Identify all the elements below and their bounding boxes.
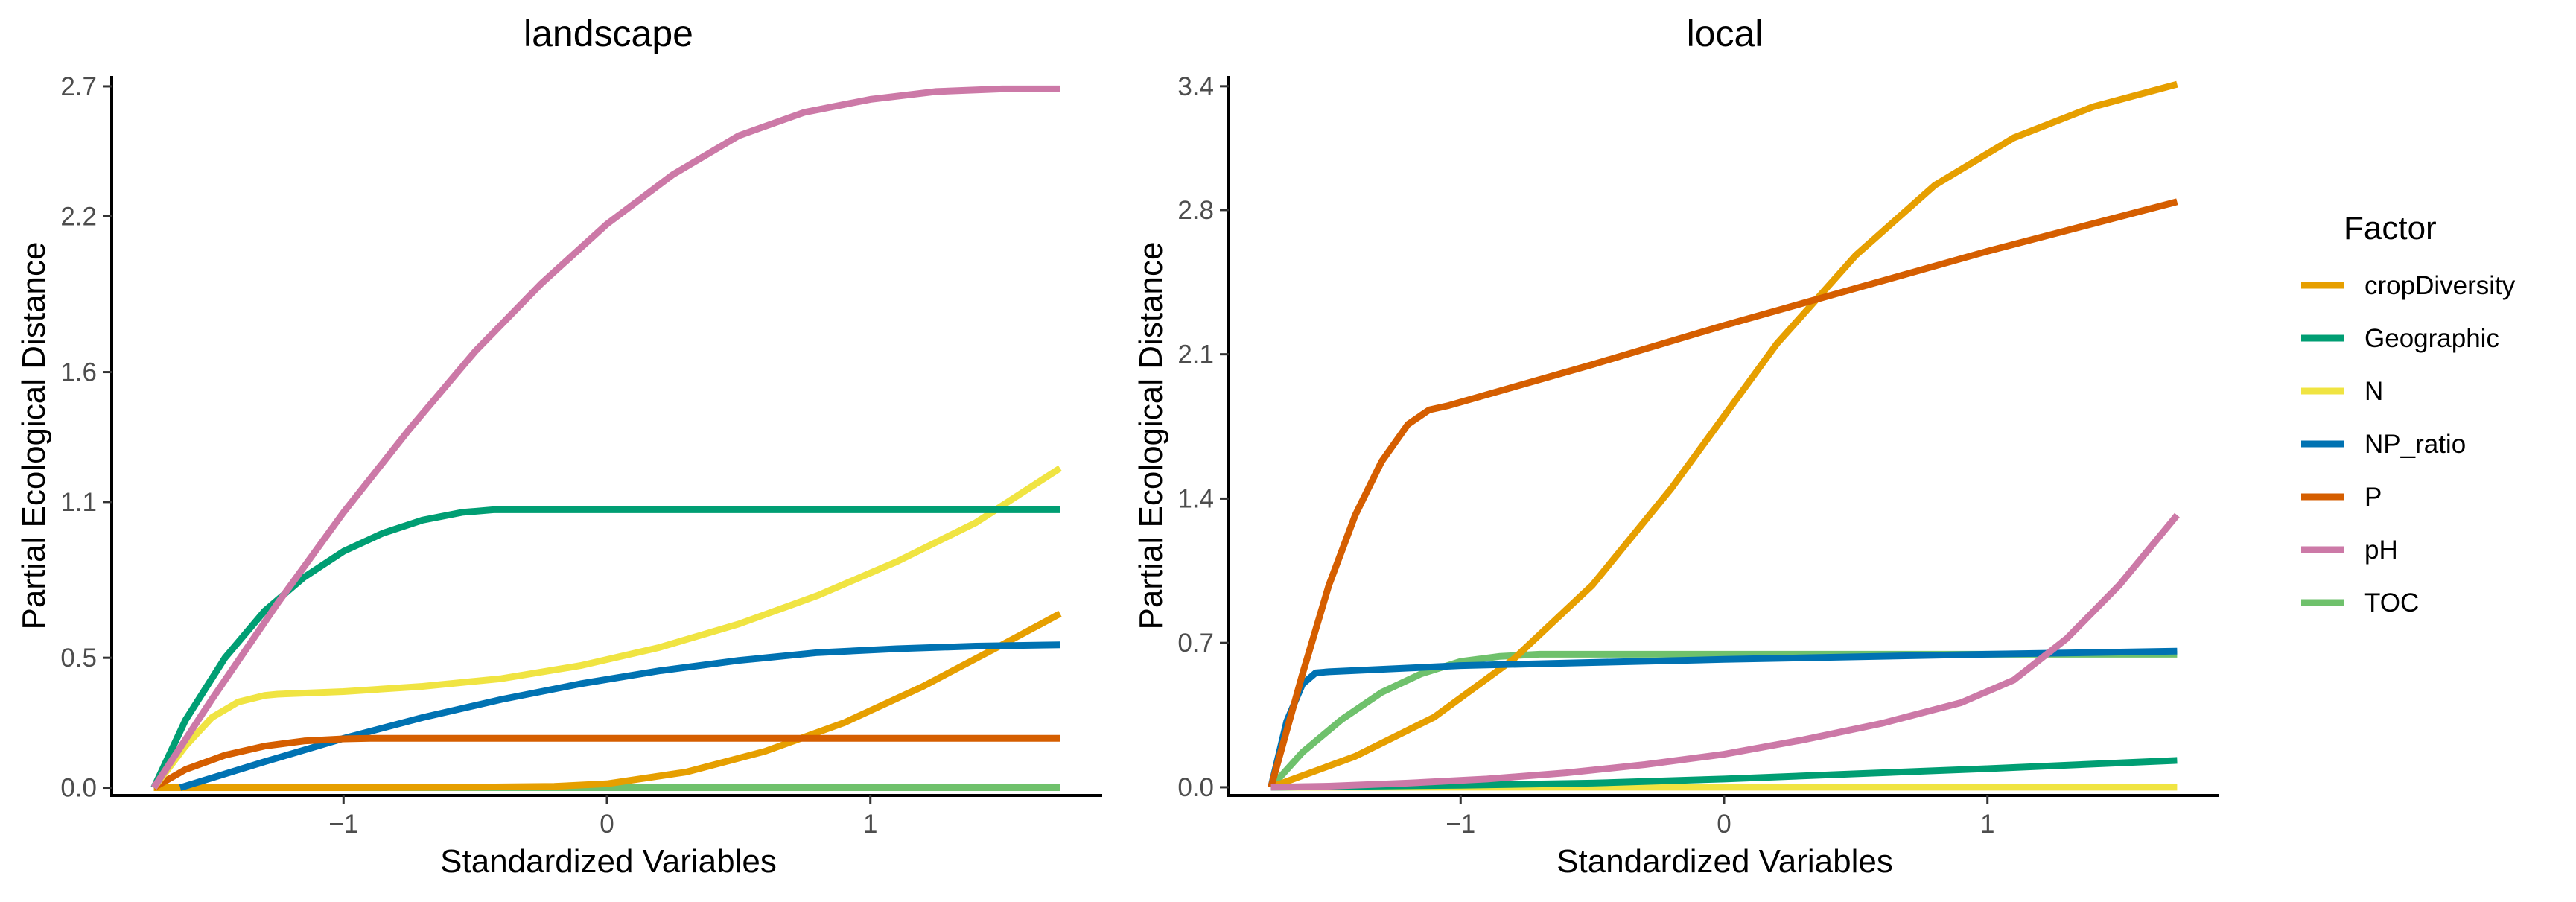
y-tick-label: 1.1 bbox=[60, 488, 97, 517]
series-line-cropdiversity bbox=[153, 610, 1062, 791]
series-line-ph bbox=[150, 85, 1060, 790]
x-tick-label: −1 bbox=[1446, 810, 1475, 839]
y-tick-label: 1.6 bbox=[60, 358, 97, 387]
panel-landscape: landscape Standardized Variables Partial… bbox=[16, 13, 1102, 880]
series-line-geographic bbox=[150, 506, 1060, 790]
panel-local: local Standardized Variables Partial Eco… bbox=[1133, 13, 2219, 880]
legend-label: pH bbox=[2364, 536, 2398, 565]
y-axis-title: Partial Ecological Distance bbox=[16, 242, 52, 630]
legend-label: cropDiversity bbox=[2364, 271, 2516, 300]
y-tick-label: 3.4 bbox=[1177, 72, 1214, 101]
y-tick-label: 0.5 bbox=[60, 644, 97, 673]
series-lines bbox=[150, 85, 1062, 791]
series-line-geographic bbox=[1270, 757, 2178, 791]
y-tick-label: 0.0 bbox=[1177, 773, 1214, 802]
x-axis-title: Standardized Variables bbox=[440, 843, 777, 880]
legend-item: TOC bbox=[2301, 588, 2419, 617]
y-tick-label: 2.2 bbox=[60, 202, 97, 231]
legend-label: N bbox=[2364, 377, 2383, 406]
series-line-toc bbox=[1268, 650, 2178, 790]
legend: Factor cropDiversity Geographic N NP_ratio P… bbox=[2301, 210, 2516, 617]
y-tick-label: 0.0 bbox=[60, 774, 97, 803]
y-tick-label: 2.1 bbox=[1177, 340, 1214, 369]
legend-item: NP_ratio bbox=[2301, 430, 2466, 459]
series-line-np-ratio bbox=[179, 641, 1060, 791]
legend-label: TOC bbox=[2364, 588, 2419, 617]
y-tick-label: 1.4 bbox=[1177, 484, 1214, 513]
legend-item: pH bbox=[2301, 536, 2398, 565]
x-tick-label: 0 bbox=[1717, 810, 1731, 839]
x-tick-label: 1 bbox=[863, 810, 877, 839]
y-axis-title: Partial Ecological Distance bbox=[1133, 242, 1169, 630]
series-line-cropdiversity bbox=[1270, 80, 2178, 791]
series-line-p bbox=[1268, 198, 2178, 789]
legend-item: cropDiversity bbox=[2301, 271, 2516, 300]
x-axis-title: Standardized Variables bbox=[1556, 843, 1893, 880]
series-lines bbox=[1268, 80, 2180, 791]
legend-label: P bbox=[2364, 483, 2382, 512]
y-tick-label: 2.7 bbox=[60, 72, 97, 101]
legend-item: N bbox=[2301, 377, 2383, 406]
legend-label: NP_ratio bbox=[2364, 430, 2466, 459]
legend-item: P bbox=[2301, 483, 2382, 512]
y-tick-label: 2.8 bbox=[1177, 196, 1214, 225]
x-tick-label: −1 bbox=[328, 810, 358, 839]
panel-title: landscape bbox=[524, 13, 693, 54]
x-tick-label: 0 bbox=[600, 810, 614, 839]
series-line-n bbox=[151, 465, 1062, 790]
legend-label: Geographic bbox=[2364, 324, 2499, 353]
series-line-ph bbox=[1270, 512, 2180, 791]
series-line-p bbox=[152, 734, 1060, 791]
panel-title: local bbox=[1687, 13, 1764, 54]
legend-item: Geographic bbox=[2301, 324, 2499, 353]
y-tick-label: 0.7 bbox=[1177, 629, 1214, 658]
x-tick-label: 1 bbox=[1980, 810, 1994, 839]
legend-title: Factor bbox=[2344, 210, 2437, 247]
